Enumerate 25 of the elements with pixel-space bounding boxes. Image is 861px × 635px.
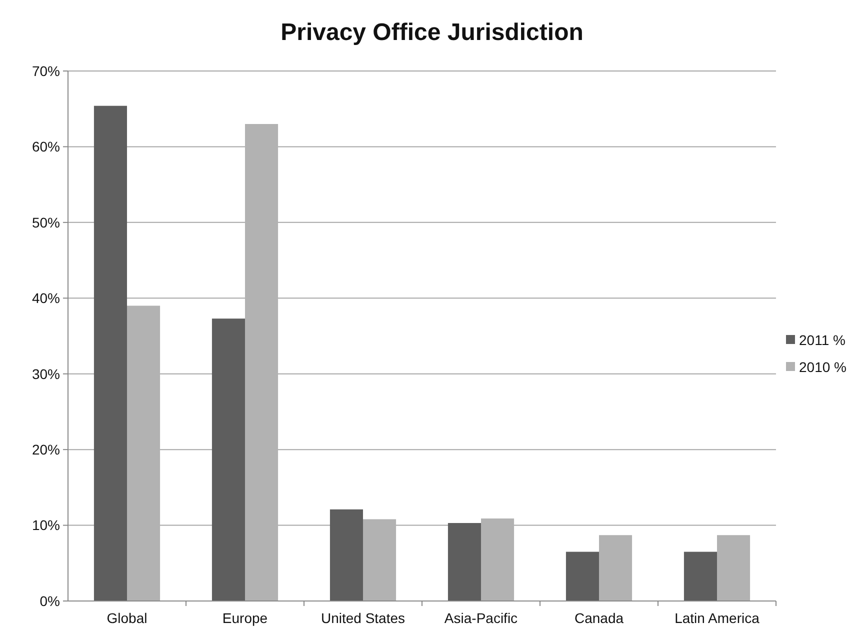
y-tick-label: 60% [32, 138, 60, 155]
bar [599, 535, 632, 601]
chart-title: Privacy Office Jurisdiction [280, 19, 584, 46]
legend-label: 2011 % [799, 332, 846, 348]
bar [448, 523, 481, 601]
y-tick-label: 20% [32, 441, 60, 458]
y-tick-label: 30% [32, 366, 60, 382]
bar [94, 106, 127, 601]
x-tick-label: United States [320, 610, 406, 626]
bar [566, 552, 599, 601]
x-tick-label: Canada [574, 610, 624, 626]
legend-label: 2010 % [799, 358, 846, 375]
y-tick-label: 50% [32, 214, 60, 230]
y-tick-label: 40% [32, 290, 60, 306]
x-tick-label: Asia-Pacific [444, 610, 518, 626]
y-tick-label: 0% [40, 592, 60, 609]
y-tick-label: 70% [32, 62, 60, 79]
bar [684, 552, 717, 601]
x-tick-label: Global [106, 610, 148, 626]
y-tick-label: 10% [32, 517, 60, 534]
bar [330, 509, 363, 601]
bar [717, 535, 750, 601]
x-tick-label: Latin America [674, 610, 760, 626]
bar [212, 318, 245, 601]
x-tick-label: Europe [222, 610, 268, 626]
